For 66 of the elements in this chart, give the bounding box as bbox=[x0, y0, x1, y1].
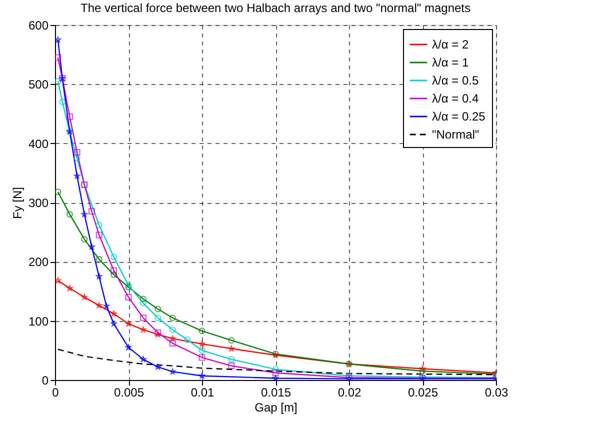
y-tick-label: 100 bbox=[28, 314, 49, 328]
point bbox=[110, 267, 118, 274]
y-tick-label: 0 bbox=[42, 374, 49, 388]
point bbox=[103, 302, 110, 309]
point bbox=[74, 172, 80, 179]
point bbox=[59, 98, 66, 106]
point bbox=[198, 328, 206, 334]
point bbox=[140, 300, 146, 306]
legend-label: λ/α = 2 bbox=[432, 38, 469, 52]
point bbox=[140, 296, 146, 302]
point bbox=[169, 340, 176, 347]
point bbox=[170, 335, 176, 342]
x-axis-title: Gap [m] bbox=[254, 400, 298, 414]
y-tick-label: 400 bbox=[28, 136, 49, 151]
point bbox=[228, 362, 235, 370]
point bbox=[198, 372, 206, 379]
point bbox=[272, 370, 279, 376]
legend-label: λ/α = 0.4 bbox=[432, 92, 479, 106]
legend-label: "Normal" bbox=[432, 128, 480, 142]
point bbox=[110, 271, 118, 278]
point bbox=[66, 211, 73, 218]
point bbox=[74, 148, 80, 156]
point bbox=[272, 366, 279, 373]
point bbox=[96, 256, 102, 263]
chart-title: The vertical force between two Halbach arrays and two "normal" magnets bbox=[80, 1, 471, 15]
point bbox=[55, 54, 62, 61]
point bbox=[125, 294, 132, 300]
point bbox=[125, 344, 132, 350]
x-tick-label: 0.015 bbox=[260, 386, 292, 400]
x-tick-label: 0.005 bbox=[114, 386, 144, 400]
x-tick-label: 0.03 bbox=[484, 386, 508, 400]
point bbox=[110, 254, 118, 260]
point bbox=[55, 277, 62, 284]
point bbox=[419, 366, 426, 372]
point bbox=[198, 340, 206, 347]
point bbox=[198, 354, 206, 361]
point bbox=[228, 356, 235, 363]
y-tick-label: 200 bbox=[28, 255, 49, 270]
x-tick-label: 0.02 bbox=[338, 386, 362, 400]
point bbox=[169, 314, 176, 322]
x-tick-label: 0.01 bbox=[190, 386, 214, 400]
y-axis-title: Fy [N] bbox=[10, 187, 24, 219]
point bbox=[154, 306, 162, 312]
point bbox=[169, 326, 176, 333]
legend-label: λ/α = 1 bbox=[432, 56, 469, 70]
point bbox=[96, 222, 102, 228]
legend-label: λ/α = 0.25 bbox=[432, 110, 486, 124]
point bbox=[88, 208, 95, 215]
point bbox=[74, 154, 80, 162]
y-tick-label: 300 bbox=[28, 196, 49, 210]
point bbox=[96, 232, 102, 238]
point bbox=[184, 336, 191, 343]
point bbox=[66, 113, 73, 120]
point bbox=[125, 320, 132, 327]
legend-label: λ/α = 0.5 bbox=[432, 74, 479, 88]
point bbox=[154, 314, 162, 322]
point bbox=[81, 236, 88, 242]
y-tick-label: 600 bbox=[28, 18, 49, 32]
x-tick-label: 0.025 bbox=[408, 386, 438, 400]
point bbox=[419, 368, 426, 374]
y-tick-label: 500 bbox=[28, 78, 49, 92]
x-tick-label: 0 bbox=[52, 386, 60, 400]
point bbox=[272, 374, 279, 380]
point bbox=[198, 347, 206, 354]
point bbox=[140, 314, 146, 322]
point bbox=[228, 337, 235, 344]
